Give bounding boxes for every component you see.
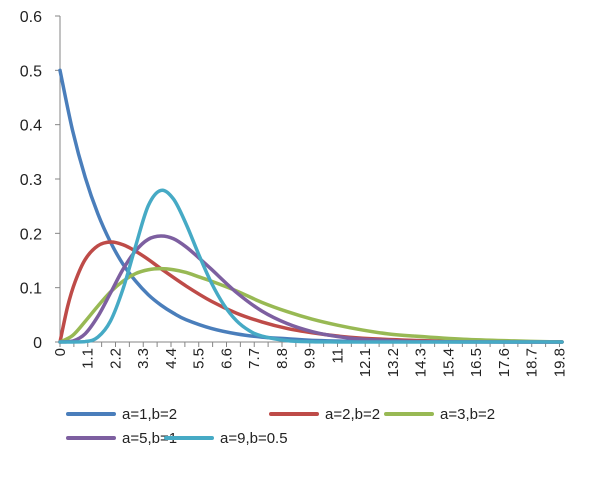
series-layer xyxy=(58,68,564,344)
axes-layer: 0 0.1 0.2 0.3 0.4 0.5 0.6 0 1.1 2.2 3.3 4.4 5.5 6.6 7.… xyxy=(20,9,569,377)
legend-label: a=1,b=2 xyxy=(122,405,178,423)
y-tick-label: 0.4 xyxy=(20,118,42,135)
y-tick-label: 0.1 xyxy=(20,281,42,298)
series-line-5 xyxy=(58,188,564,344)
x-tick-label: 8.8 xyxy=(274,348,291,369)
x-tick-label: 11 xyxy=(329,348,346,364)
legend-swatch xyxy=(384,412,434,416)
series-line-1 xyxy=(58,68,564,344)
legend-swatch xyxy=(164,436,214,440)
x-tick-label: 9.9 xyxy=(302,348,319,369)
legend-swatch xyxy=(269,412,319,416)
legend-item: a=3,b=2 xyxy=(384,404,495,424)
legend-label: a=3,b=2 xyxy=(440,405,496,423)
x-tick-label: 5.5 xyxy=(191,348,208,369)
legend-swatch xyxy=(66,436,116,440)
x-tick-label: 18.7 xyxy=(524,348,541,377)
x-tick-label: 7.7 xyxy=(246,348,263,369)
x-tick-label: 3.3 xyxy=(135,348,152,369)
x-tick-label: 0 xyxy=(52,348,69,356)
legend-label: a=2,b=2 xyxy=(325,405,381,423)
x-tick-label: 15.4 xyxy=(440,348,457,377)
legend-swatch xyxy=(66,412,116,416)
x-tick-label: 14.3 xyxy=(413,348,430,377)
x-tick-label: 12.1 xyxy=(357,348,374,377)
x-tick-label: 17.6 xyxy=(496,348,513,377)
y-tick-label: 0.3 xyxy=(20,172,42,189)
y-tick-label: 0.6 xyxy=(20,9,42,26)
x-tick-label: 4.4 xyxy=(163,348,180,369)
x-tick-label: 1.1 xyxy=(80,348,97,369)
x-tick-label: 2.2 xyxy=(107,348,124,369)
legend-label: a=5,b=1 xyxy=(122,429,178,447)
x-tick-label: 6.6 xyxy=(218,348,235,369)
x-tick-label: 13.2 xyxy=(385,348,402,377)
legend-label: a=9,b=0.5 xyxy=(220,429,288,447)
legend-item: a=1,b=2 xyxy=(66,404,177,424)
legend-item: a=5,b=1 xyxy=(66,428,177,448)
x-tick-label: 19.8 xyxy=(551,348,568,377)
series-line-2 xyxy=(58,240,564,344)
legend-item: a=2,b=2 xyxy=(269,404,380,424)
y-tick-label: 0.2 xyxy=(20,226,42,243)
x-tick-label: 16.5 xyxy=(468,348,485,377)
y-tick-label: 0.5 xyxy=(20,63,42,80)
legend-item: a=9,b=0.5 xyxy=(164,428,288,448)
y-tick-label: 0 xyxy=(33,335,42,352)
